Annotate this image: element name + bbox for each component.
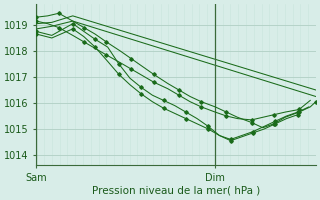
X-axis label: Pression niveau de la mer( hPa ): Pression niveau de la mer( hPa ) xyxy=(92,186,260,196)
